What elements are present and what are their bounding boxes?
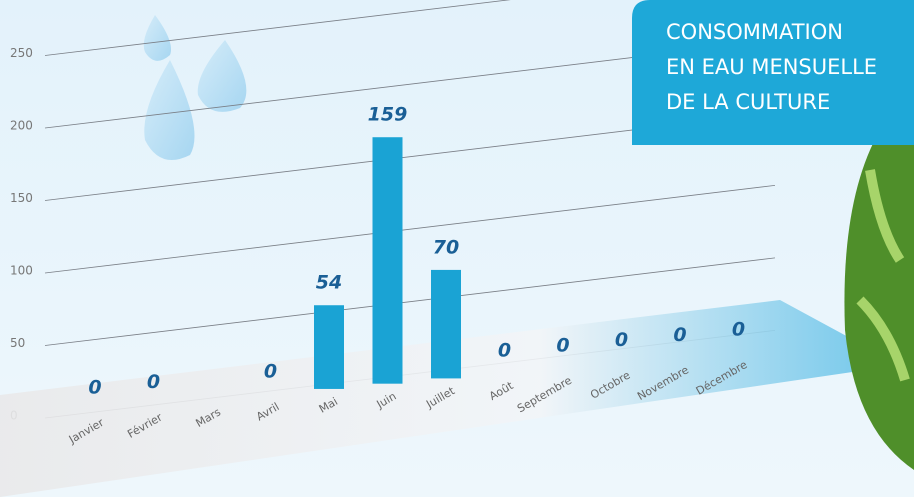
bar xyxy=(431,269,461,379)
y-tick-label: 150 xyxy=(10,191,33,205)
water-drops xyxy=(143,15,247,160)
value-label: 159 xyxy=(368,104,408,126)
y-tick-label: 100 xyxy=(10,264,33,278)
y-tick-label: 50 xyxy=(10,336,25,350)
title-box xyxy=(632,0,914,145)
value-label: 0 xyxy=(732,319,745,341)
value-label: 70 xyxy=(433,236,459,258)
value-label: 0 xyxy=(673,324,686,346)
bar xyxy=(372,137,403,384)
value-label: 0 xyxy=(498,340,511,362)
floor xyxy=(0,300,900,497)
value-label: 0 xyxy=(556,334,569,356)
value-label: 0 xyxy=(615,329,628,351)
value-label: 0 xyxy=(147,371,160,393)
grid-line xyxy=(44,0,511,56)
y-tick-label: 250 xyxy=(10,46,33,60)
bar xyxy=(314,305,344,389)
chart-title: CONSOMMATION xyxy=(666,20,843,44)
value-label: 0 xyxy=(88,377,101,399)
plant-leaves xyxy=(856,169,910,382)
value-label: 0 xyxy=(264,361,277,383)
plant-photo xyxy=(844,130,914,470)
chart-title: EN EAU MENSUELLE xyxy=(666,55,877,79)
grid-line xyxy=(44,257,776,346)
chart-title: DE LA CULTURE xyxy=(666,90,830,114)
y-tick-label: 200 xyxy=(10,119,33,133)
grid-line xyxy=(44,185,776,274)
value-label: 54 xyxy=(316,272,342,294)
